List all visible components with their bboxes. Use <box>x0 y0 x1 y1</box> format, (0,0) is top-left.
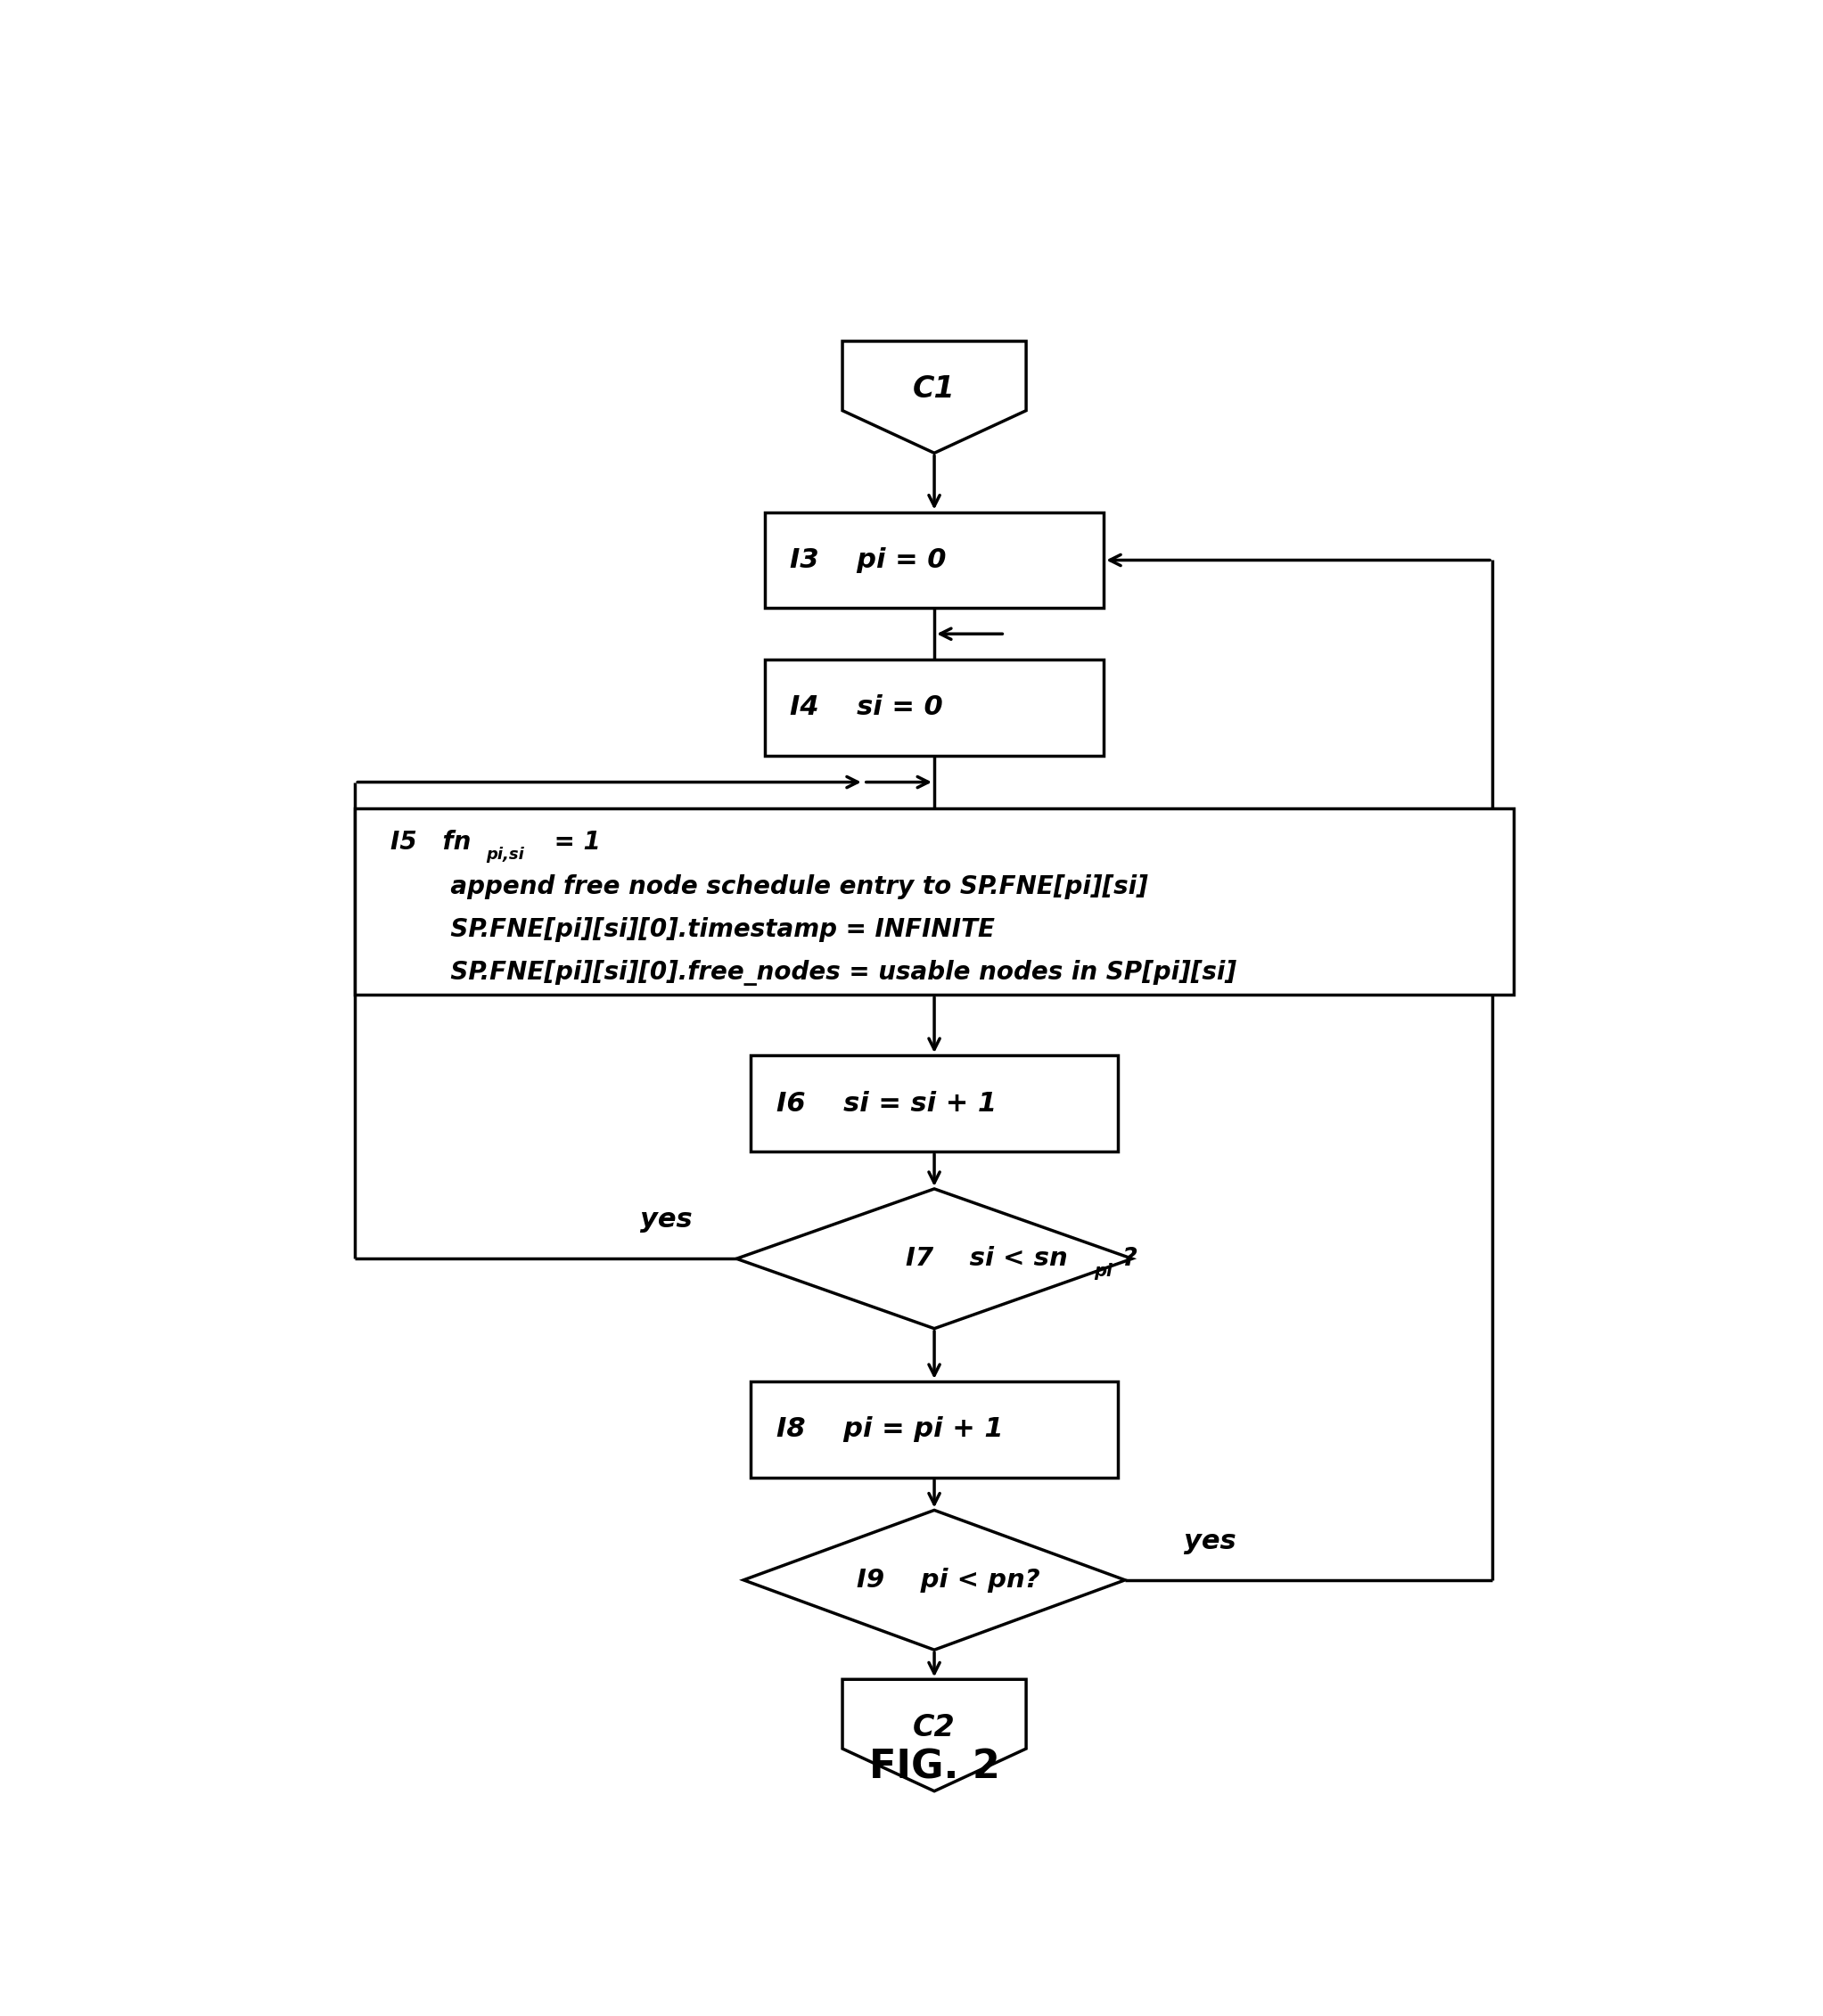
Text: yes: yes <box>640 1208 693 1234</box>
Text: pi,si: pi,si <box>487 847 525 863</box>
Text: I4    si = 0: I4 si = 0 <box>789 696 942 720</box>
Text: SP.FNE[pi][si][0].timestamp = INFINITE: SP.FNE[pi][si][0].timestamp = INFINITE <box>390 917 995 941</box>
Polygon shape <box>842 1679 1026 1790</box>
Bar <box>751 1381 1117 1478</box>
Text: C2: C2 <box>913 1714 955 1742</box>
Bar <box>766 512 1103 609</box>
Text: pi: pi <box>1094 1262 1112 1280</box>
Text: yes: yes <box>1183 1528 1236 1554</box>
Text: append free node schedule entry to SP.FNE[pi][si]: append free node schedule entry to SP.FN… <box>390 875 1148 899</box>
Text: C1: C1 <box>913 375 955 403</box>
Text: I7    si < sn: I7 si < sn <box>906 1246 1068 1272</box>
Bar <box>766 659 1103 756</box>
Text: I6    si = si + 1: I6 si = si + 1 <box>777 1091 997 1117</box>
Text: ?: ? <box>1123 1246 1138 1272</box>
Text: I8    pi = pi + 1: I8 pi = pi + 1 <box>777 1417 1003 1441</box>
Text: I9    pi < pn?: I9 pi < pn? <box>857 1568 1039 1593</box>
Polygon shape <box>744 1510 1125 1649</box>
Text: SP.FNE[pi][si][0].free_nodes = usable nodes in SP[pi][si]: SP.FNE[pi][si][0].free_nodes = usable no… <box>390 960 1236 986</box>
Polygon shape <box>736 1189 1132 1329</box>
Text: I5   fn: I5 fn <box>390 829 470 855</box>
Polygon shape <box>842 341 1026 454</box>
Text: = 1: = 1 <box>545 829 602 855</box>
Bar <box>355 808 1513 994</box>
Bar <box>751 1054 1117 1151</box>
Text: I3    pi = 0: I3 pi = 0 <box>789 546 946 573</box>
Text: FIG. 2: FIG. 2 <box>870 1748 999 1786</box>
